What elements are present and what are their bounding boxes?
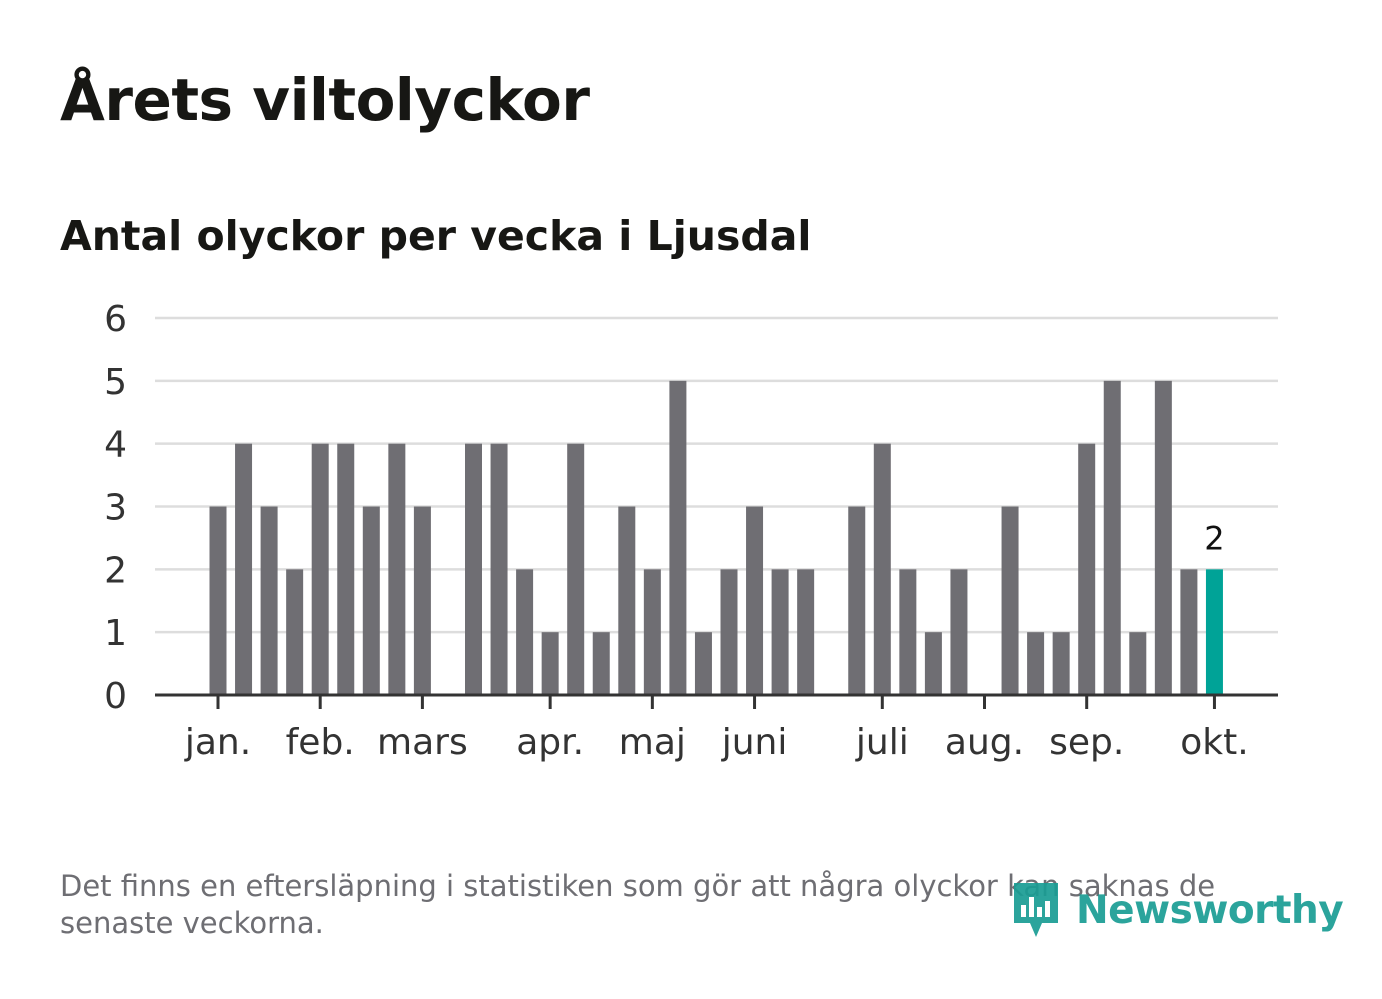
bar bbox=[490, 443, 508, 695]
bar bbox=[541, 632, 559, 695]
data-labels: 2 bbox=[1204, 519, 1224, 557]
bar bbox=[311, 443, 329, 695]
x-tick-label: aug. bbox=[945, 722, 1024, 763]
x-tick-label: feb. bbox=[286, 722, 355, 763]
bar bbox=[643, 569, 661, 695]
bar bbox=[797, 569, 815, 695]
bar bbox=[899, 569, 917, 695]
bar bbox=[337, 443, 355, 695]
chart-title: Årets viltolyckor bbox=[60, 66, 590, 134]
bar bbox=[286, 569, 304, 695]
x-tick-label: okt. bbox=[1180, 722, 1248, 763]
bar bbox=[209, 506, 227, 695]
y-tick-label: 2 bbox=[104, 550, 127, 591]
y-tick-label: 4 bbox=[104, 425, 127, 466]
newsworthy-logo: Newsworthy bbox=[1010, 878, 1344, 942]
x-tick-label: juni bbox=[721, 722, 788, 763]
bar bbox=[260, 506, 278, 695]
x-tick-label: juli bbox=[855, 722, 909, 763]
y-tick-label: 0 bbox=[104, 676, 127, 717]
bar bbox=[1027, 632, 1045, 695]
bar bbox=[388, 443, 406, 695]
bar bbox=[592, 632, 610, 695]
bar bbox=[1154, 380, 1172, 695]
data-label: 2 bbox=[1204, 519, 1224, 557]
bar bbox=[413, 506, 431, 695]
y-tick-label: 1 bbox=[104, 613, 127, 654]
bar bbox=[848, 506, 866, 695]
y-tick-label: 3 bbox=[104, 488, 127, 529]
chart-subtitle: Antal olyckor per vecka i Ljusdal bbox=[60, 212, 812, 260]
bar bbox=[924, 632, 942, 695]
bar bbox=[465, 443, 482, 695]
bar bbox=[362, 506, 380, 695]
bar bbox=[1052, 632, 1070, 695]
y-axis-ticks: 0 1 2 3 4 5 6 bbox=[104, 299, 127, 717]
bar-chart-pin-icon bbox=[1014, 883, 1058, 937]
bar bbox=[567, 443, 585, 695]
x-tick-label: apr. bbox=[516, 722, 584, 763]
bar bbox=[950, 569, 968, 695]
bar bbox=[235, 443, 253, 695]
y-tick-label: 6 bbox=[104, 299, 127, 340]
bar bbox=[669, 380, 687, 695]
bar bbox=[1180, 569, 1198, 695]
bar bbox=[1103, 380, 1121, 695]
bar bbox=[618, 506, 636, 695]
x-axis: jan. feb. mars apr. maj juni juli aug. sep. okt. bbox=[155, 693, 1278, 763]
bars bbox=[209, 380, 1223, 695]
bar bbox=[1078, 443, 1096, 695]
x-tick-label: mars bbox=[377, 722, 468, 763]
bar bbox=[746, 506, 764, 695]
bar-highlight bbox=[1205, 569, 1223, 695]
bar bbox=[873, 443, 891, 695]
bar bbox=[720, 569, 738, 695]
bar bbox=[771, 569, 789, 695]
logo-text: Newsworthy bbox=[1076, 887, 1344, 933]
x-tick-label: sep. bbox=[1049, 722, 1124, 763]
bar bbox=[1001, 506, 1019, 695]
y-tick-label: 5 bbox=[104, 362, 127, 403]
bar bbox=[694, 632, 712, 695]
x-tick-label: maj bbox=[619, 722, 686, 763]
bar bbox=[1129, 632, 1147, 695]
x-tick-label: jan. bbox=[184, 722, 251, 763]
bar bbox=[516, 569, 534, 695]
